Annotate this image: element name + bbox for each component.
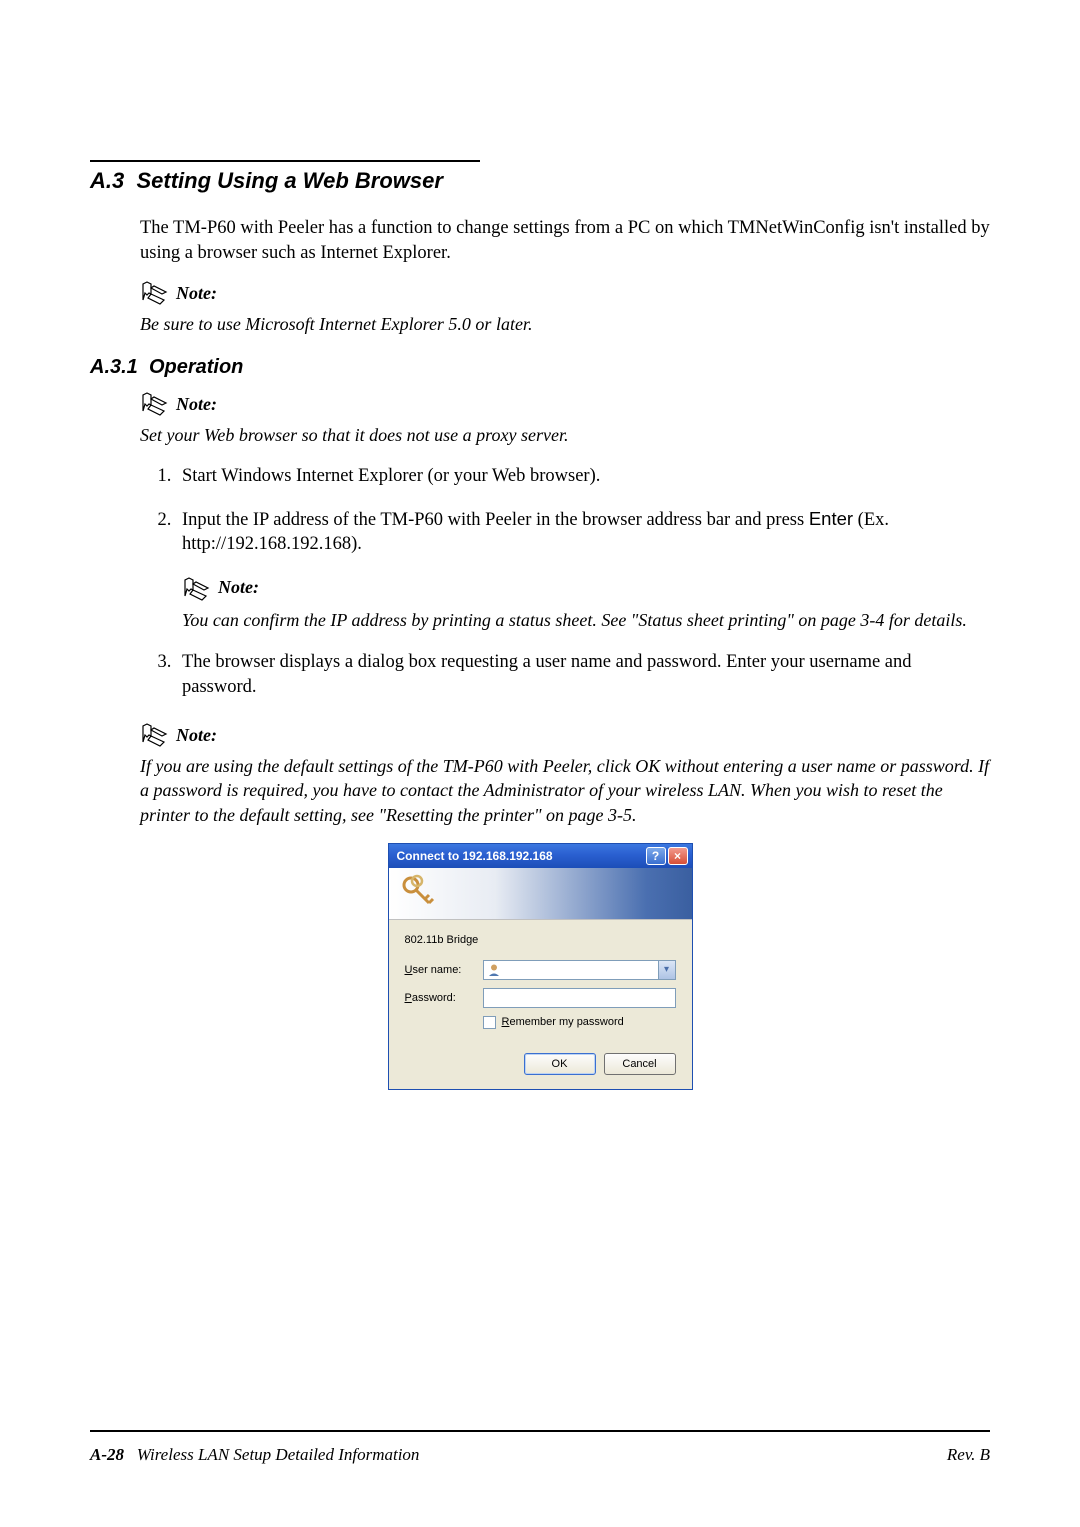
dialog-buttons: OK Cancel (405, 1053, 676, 1075)
password-input[interactable] (483, 988, 676, 1008)
subsection-heading: A.3.1 Operation (90, 356, 990, 379)
close-button[interactable]: × (668, 847, 688, 865)
user-icon (487, 963, 501, 980)
password-row: Password: (405, 988, 676, 1008)
page-number: A-28 (90, 1445, 124, 1464)
dialog-body: 802.11b Bridge User name: ▾ Password: Re… (389, 920, 692, 1089)
password-label: Password: (405, 992, 483, 1004)
remember-row: Remember my password (483, 1016, 676, 1029)
note-label: Note: (218, 575, 259, 601)
dialog-banner (389, 868, 692, 920)
cancel-button[interactable]: Cancel (604, 1053, 676, 1075)
note-text-4: If you are using the default settings of… (140, 754, 990, 827)
section-title: Setting Using a Web Browser (136, 168, 442, 193)
note-label: Note: (176, 394, 217, 417)
help-button[interactable]: ? (646, 847, 666, 865)
step-1: Start Windows Internet Explorer (or your… (176, 464, 990, 489)
intro-paragraph: The TM-P60 with Peeler has a function to… (140, 216, 990, 266)
username-row: User name: ▾ (405, 960, 676, 980)
note-text-2: Set your Web browser so that it does not… (140, 423, 990, 447)
step-1-text: Start Windows Internet Explorer (or your… (182, 466, 600, 486)
note-text-3: You can confirm the IP address by printi… (182, 608, 990, 632)
step-2: Input the IP address of the TM-P60 with … (176, 507, 990, 633)
hand-note-icon (140, 280, 168, 306)
footer-rule (90, 1430, 990, 1432)
remember-checkbox[interactable] (483, 1016, 496, 1029)
remember-label-rest: emember my password (509, 1016, 623, 1028)
hand-note-icon (140, 722, 168, 748)
page-footer: A-28 Wireless LAN Setup Detailed Informa… (90, 1445, 990, 1465)
footer-rev: Rev. B (947, 1445, 990, 1465)
note-text-1: Be sure to use Microsoft Internet Explor… (140, 312, 990, 336)
section-heading: A.3 Setting Using a Web Browser (90, 168, 990, 194)
note-block: Note: (140, 280, 990, 306)
dialog-titlebar[interactable]: Connect to 192.168.192.168 ? × (389, 844, 692, 868)
section-number: A.3 (90, 168, 124, 193)
step-3: The browser displays a dialog box reques… (176, 650, 990, 700)
steps-list: Start Windows Internet Explorer (or your… (140, 464, 990, 700)
password-label-rest: assword: (412, 992, 456, 1004)
remember-label[interactable]: Remember my password (502, 1016, 624, 1028)
step-2-text-a: Input the IP address of the TM-P60 with … (182, 510, 809, 530)
username-label: User name: (405, 964, 483, 976)
note-label: Note: (176, 283, 217, 306)
footer-left: A-28 Wireless LAN Setup Detailed Informa… (90, 1445, 419, 1465)
ok-button[interactable]: OK (524, 1053, 596, 1075)
keys-icon (399, 873, 439, 913)
step-2-enter-key: Enter (809, 508, 853, 529)
step-3-text: The browser displays a dialog box reques… (182, 652, 912, 697)
hand-note-icon (140, 391, 168, 417)
dropdown-button[interactable]: ▾ (658, 961, 675, 979)
note-block: Note: (182, 575, 990, 601)
password-accel: P (405, 992, 412, 1004)
footer-title: Wireless LAN Setup Detailed Information (137, 1445, 420, 1464)
note-block: Note: (140, 391, 990, 417)
username-input[interactable]: ▾ (483, 960, 676, 980)
dialog-heading: 802.11b Bridge (405, 934, 676, 946)
auth-dialog: Connect to 192.168.192.168 ? × 802.11b B… (388, 843, 693, 1090)
section-rule (90, 160, 480, 162)
hand-note-icon (182, 576, 210, 602)
note-label: Note: (176, 725, 217, 748)
username-label-rest: ser name: (412, 964, 461, 976)
subsection-number: A.3.1 (90, 356, 138, 378)
note-block: Note: (140, 722, 990, 748)
subsection-title: Operation (149, 356, 243, 378)
dialog-title: Connect to 192.168.192.168 (397, 849, 644, 863)
